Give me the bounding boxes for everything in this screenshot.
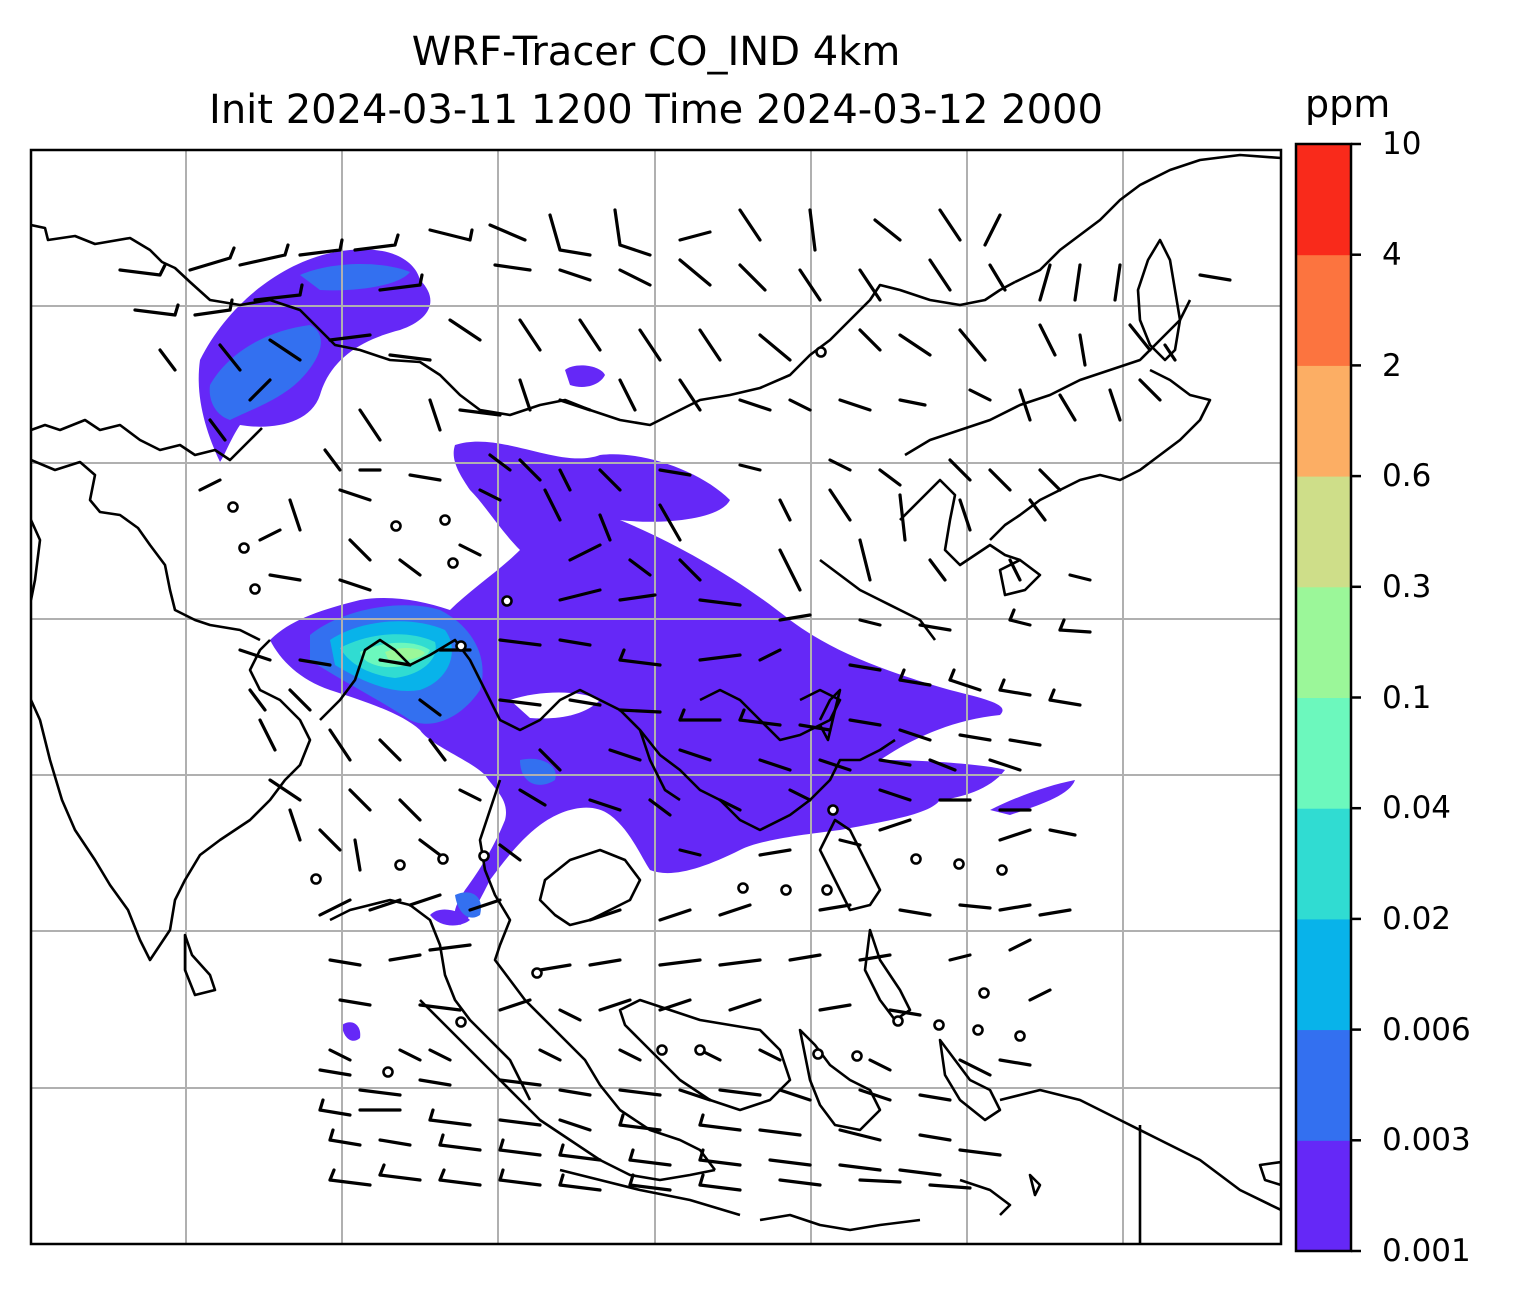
tracer-plume-east-streak (990, 780, 1075, 815)
colorbar-tick-label: 2 (1382, 348, 1402, 384)
colorbar-tick-label: 0.04 (1382, 790, 1452, 826)
tracer-level-0.003-b (300, 264, 410, 291)
colorbar-tick-label: 4 (1382, 237, 1402, 273)
colorbar-tick-label: 0.6 (1382, 458, 1432, 494)
colorbar-tick-label: 0.02 (1382, 901, 1452, 937)
colorbar (1296, 142, 1361, 1253)
colorbar-tick-label: 10 (1382, 126, 1422, 162)
map-frame (29, 148, 1283, 1246)
tracer-plume-island (342, 1022, 361, 1041)
wind-barbs (118, 208, 1232, 1192)
colorbar-tick-label: 0.001 (1382, 1233, 1471, 1269)
tracer-level-0.003-e (455, 892, 481, 918)
colorbar-segment (1296, 1140, 1351, 1252)
colorbar-segment (1296, 918, 1351, 1031)
colorbar-segment (1296, 586, 1351, 698)
colorbar-segment (1296, 144, 1351, 256)
colorbar-segment (1296, 808, 1351, 920)
colorbar-frame (1294, 142, 1353, 1253)
wind-barb-flags (318, 608, 1066, 1187)
colorbar-segment (1296, 697, 1351, 809)
colorbar-segment (1296, 1029, 1351, 1141)
chart-title-line-1: WRF-Tracer CO_IND 4km (411, 29, 901, 75)
colorbar-tick-label: 0.006 (1382, 1012, 1471, 1048)
colorbar-tick-label: 0.003 (1382, 1122, 1471, 1158)
tracer-level-0.003-d (520, 758, 556, 785)
tracer-plume-small (565, 365, 605, 387)
chart-title-line-2: Init 2024-03-11 1200 Time 2024-03-12 200… (209, 87, 1103, 133)
map-content (31, 150, 1281, 1244)
colorbar-unit-label: ppm (1305, 82, 1391, 126)
calm-wind-markers (227, 346, 1026, 1078)
colorbar-segment (1296, 476, 1351, 588)
tracer-plume-gulf (430, 909, 470, 926)
tracer-high-layer (209, 264, 556, 918)
colorbar-tick-label: 0.3 (1382, 569, 1432, 605)
colorbar-segment (1296, 254, 1351, 366)
tracer-level-0.003 (209, 325, 321, 420)
tracer-plume-main (270, 441, 1005, 925)
colorbar-tick-label: 0.1 (1382, 680, 1432, 716)
colorbar-segment (1296, 365, 1351, 477)
